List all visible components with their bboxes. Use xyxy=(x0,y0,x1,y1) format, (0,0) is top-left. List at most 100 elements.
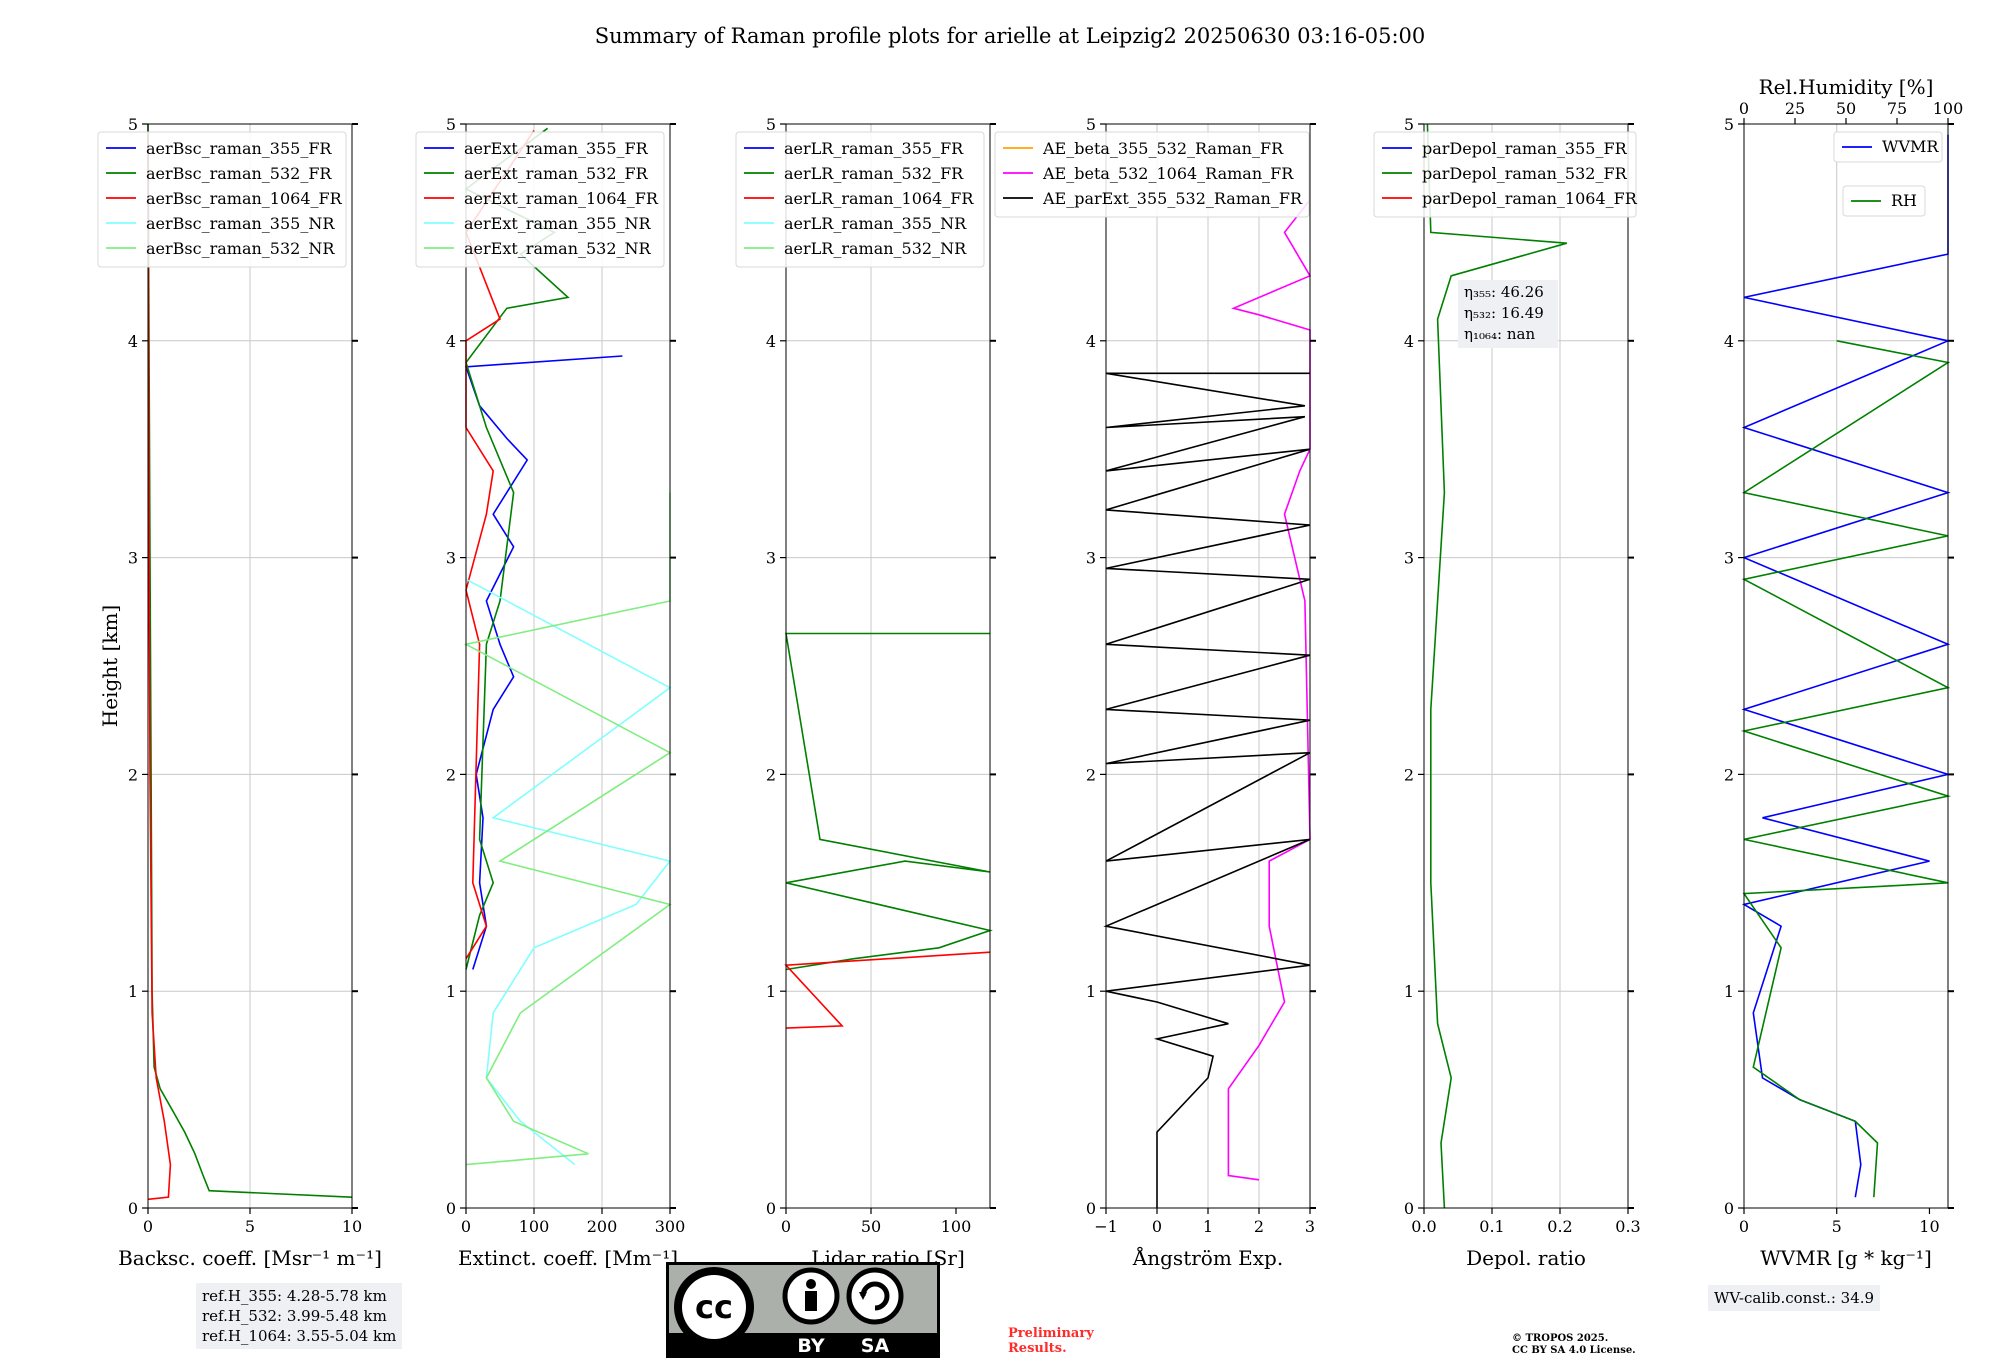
preliminary-results-note: Preliminary Results. xyxy=(1008,1326,1094,1356)
y-tick-label: 3 xyxy=(766,549,776,568)
x-tick-label: 0.3 xyxy=(1615,1217,1640,1236)
x-tick-label: 1 xyxy=(1203,1217,1213,1236)
axes-frame xyxy=(1423,123,1629,1209)
x-tick-label: 0 xyxy=(461,1217,471,1236)
legend-label: aerLR_raman_1064_FR xyxy=(784,189,974,208)
x-axis-label: Depol. ratio xyxy=(1466,1246,1586,1270)
y-axis-label: Height [km] xyxy=(98,605,122,727)
eta-label: η₁₀₆₄: nan xyxy=(1464,325,1535,343)
legend-label: AE_parExt_355_532_Raman_FR xyxy=(1042,189,1303,208)
ref-height-1064: ref.H_1064: 3.55-5.04 km xyxy=(202,1327,397,1345)
y-tick-label: 1 xyxy=(766,982,776,1001)
y-tick-label: 0 xyxy=(1404,1199,1414,1218)
series-line-aerLR_raman_1064_FR xyxy=(784,951,991,1029)
copyright-note: © TROPOS 2025. CC BY SA 4.0 License. xyxy=(1512,1333,1636,1357)
y-tick-label: 4 xyxy=(1086,332,1096,351)
y-tick-label: 3 xyxy=(1086,549,1096,568)
x-tick-label: 50 xyxy=(861,1217,881,1236)
reference-heights-box: ref.H_355: 4.28-5.78 km ref.H_532: 3.99-… xyxy=(196,1283,403,1349)
x-tick-label: 100 xyxy=(941,1217,972,1236)
ref-height-532: ref.H_532: 3.99-5.48 km xyxy=(202,1307,387,1325)
x-tick-label: 5 xyxy=(245,1217,255,1236)
y-tick-label: 0 xyxy=(766,1199,776,1218)
series-line-aerExt_raman_355_NR xyxy=(465,578,672,1166)
y-tick-label: 5 xyxy=(1724,115,1734,134)
wv-calibration-box: WV-calib.const.: 34.9 xyxy=(1708,1285,1881,1311)
legend-box xyxy=(415,131,665,268)
axes-frame xyxy=(785,123,991,1209)
y-tick-label: 5 xyxy=(1086,115,1096,134)
top-x-tick-label: 0 xyxy=(1739,99,1749,118)
top-x-tick-label: 50 xyxy=(1836,99,1856,118)
y-tick-label: 0 xyxy=(1724,1199,1734,1218)
panel-backscatter: 0 1 2 3 4 5 0 5 10 Backsc. coeff. [Msr⁻¹ m⁻¹] Heig… xyxy=(97,115,382,1270)
legend-label: aerExt_raman_532_FR xyxy=(464,164,649,183)
x-axis-label: Extinct. coeff. [Mm⁻¹] xyxy=(458,1246,678,1270)
top-x-tick-label: 100 xyxy=(1933,99,1964,118)
top-axis-label: Rel.Humidity [%] xyxy=(1759,75,1934,99)
legend-box xyxy=(1373,131,1637,218)
share-alike-icon xyxy=(846,1267,904,1325)
y-tick-label: 1 xyxy=(1086,982,1096,1001)
legend-label: parDepol_raman_532_FR xyxy=(1422,164,1628,183)
cc-by-sa-license-badge: cc BY SA xyxy=(666,1262,940,1358)
y-tick-label: 0 xyxy=(1086,1199,1096,1218)
y-tick-label: 2 xyxy=(1724,765,1734,784)
y-tick-label: 4 xyxy=(766,332,776,351)
legend-label: aerExt_raman_355_NR xyxy=(464,214,652,233)
y-tick-label: 2 xyxy=(766,765,776,784)
x-tick-label: 2 xyxy=(1254,1217,1264,1236)
y-tick-label: 1 xyxy=(1404,982,1414,1001)
cc-badge-text: cc xyxy=(695,1288,733,1326)
series-line-aerLR_raman_532_FR xyxy=(785,632,993,971)
y-tick-label: 3 xyxy=(128,549,138,568)
legend-label: WVMR xyxy=(1882,137,1939,156)
legend-label: aerBsc_raman_532_FR xyxy=(146,164,332,183)
series-line-WVMR xyxy=(1741,134,1952,1198)
axes-frame xyxy=(465,123,671,1209)
y-tick-label: 4 xyxy=(128,332,138,351)
y-tick-label: 2 xyxy=(1086,765,1096,784)
legend-label: aerLR_raman_532_NR xyxy=(784,239,967,258)
x-tick-label: 200 xyxy=(587,1217,618,1236)
preliminary-line-2: Results. xyxy=(1008,1341,1067,1356)
x-tick-label: 3 xyxy=(1305,1217,1315,1236)
legend-box xyxy=(994,131,1310,218)
x-axis-label: Ångström Exp. xyxy=(1132,1245,1283,1270)
legend-label: aerExt_raman_1064_FR xyxy=(464,189,659,208)
x-tick-label: 0 xyxy=(1152,1217,1162,1236)
legend-label: aerBsc_raman_355_FR xyxy=(146,139,332,158)
legend-label: aerExt_raman_355_FR xyxy=(464,139,649,158)
by-label: BY xyxy=(797,1335,824,1357)
panel-depolarization: 0 1 2 3 4 5 0.0 0.1 0.2 0.3 Depol. ratio parDepol_r… xyxy=(1373,115,1641,1270)
series-line-parDepol_raman_532_FR xyxy=(1426,123,1568,1209)
series-line-AE_beta_532_1064_Raman_FR xyxy=(1227,199,1312,1181)
legend-label: aerBsc_raman_532_NR xyxy=(146,239,335,258)
legend-box xyxy=(97,131,347,268)
y-tick-label: 5 xyxy=(128,115,138,134)
legend-label: aerExt_raman_532_NR xyxy=(464,239,652,258)
x-tick-label: 0 xyxy=(781,1217,791,1236)
legend-label: aerBsc_raman_1064_FR xyxy=(146,189,343,208)
series-line-aerExt_raman_1064_FR xyxy=(465,130,535,960)
x-tick-label: 10 xyxy=(342,1217,362,1236)
wv-calib-text: WV-calib.const.: 34.9 xyxy=(1714,1289,1875,1307)
top-x-tick-label: 25 xyxy=(1785,99,1805,118)
x-axis-label: WVMR [g * kg⁻¹] xyxy=(1760,1246,1932,1270)
panel-extinction: 0 1 2 3 4 5 0 100 200 300 Extinct. coeff. [Mm⁻¹] ae… xyxy=(415,115,685,1270)
top-x-tick-label: 75 xyxy=(1887,99,1907,118)
legend-label: aerLR_raman_355_NR xyxy=(784,214,967,233)
y-tick-label: 5 xyxy=(446,115,456,134)
y-tick-label: 1 xyxy=(1724,982,1734,1001)
eta-label: η₅₃₂: 16.49 xyxy=(1464,304,1544,322)
y-tick-label: 3 xyxy=(1724,549,1734,568)
y-tick-label: 0 xyxy=(446,1199,456,1218)
x-tick-label: 0 xyxy=(1739,1217,1749,1236)
y-tick-label: 0 xyxy=(128,1199,138,1218)
series-line-aerExt_raman_355_FR xyxy=(464,355,623,970)
y-tick-label: 2 xyxy=(446,765,456,784)
preliminary-line-1: Preliminary xyxy=(1008,1326,1094,1341)
